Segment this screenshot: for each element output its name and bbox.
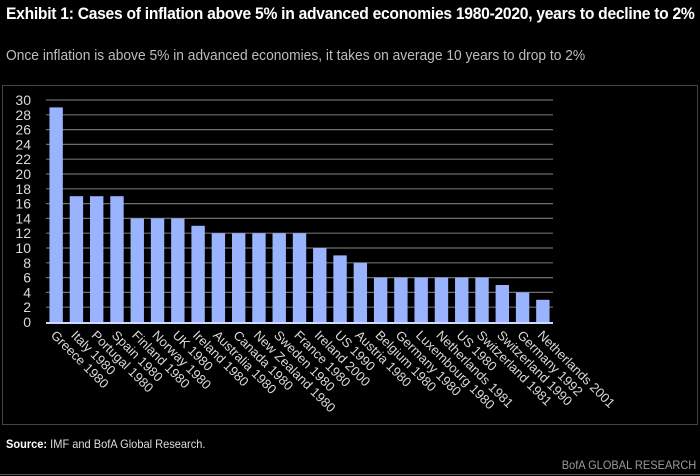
bar	[475, 277, 489, 322]
bar	[110, 196, 124, 322]
y-tick-label: 30	[15, 92, 31, 108]
divider	[0, 474, 700, 475]
y-tick-label: 22	[15, 151, 31, 167]
bar	[272, 233, 286, 322]
bar	[414, 277, 428, 322]
y-tick-label: 2	[23, 299, 31, 315]
y-tick-label: 4	[23, 284, 31, 300]
bar	[495, 285, 509, 322]
chart-title: Exhibit 1: Cases of inflation above 5% i…	[6, 4, 695, 23]
y-tick-label: 12	[15, 225, 31, 241]
chart-subtitle: Once inflation is above 5% in advanced e…	[6, 47, 586, 64]
bar	[69, 196, 84, 322]
bar	[252, 233, 266, 322]
bar	[536, 299, 550, 322]
bar	[191, 225, 205, 322]
y-tick-label: 26	[15, 122, 31, 138]
y-tick-label: 28	[15, 107, 31, 123]
bar	[90, 196, 104, 322]
bar	[455, 277, 469, 322]
bar	[171, 218, 185, 322]
bar	[231, 233, 246, 322]
y-tick-label: 10	[15, 240, 31, 256]
source-text: IMF and BofA Global Research.	[47, 437, 206, 451]
y-tick-label: 0	[23, 314, 31, 330]
source-note: Source: IMF and BofA Global Research.	[6, 437, 205, 451]
bar	[515, 292, 530, 322]
source-label: Source:	[6, 437, 48, 451]
y-tick-label: 24	[15, 136, 31, 152]
bar	[150, 218, 165, 322]
bar	[130, 218, 144, 322]
bar	[353, 262, 368, 322]
bar	[292, 233, 307, 322]
y-tick-label: 20	[15, 166, 31, 182]
bars	[49, 107, 550, 323]
bar	[394, 277, 408, 322]
bar	[434, 277, 449, 322]
bar	[333, 255, 347, 322]
y-tick-label: 16	[15, 196, 31, 212]
bar	[211, 233, 226, 322]
y-tick-label: 14	[15, 210, 31, 226]
bar	[373, 277, 388, 322]
plot-frame	[2, 85, 698, 425]
bar	[49, 107, 63, 323]
brand-label: BofA GLOBAL RESEARCH	[561, 458, 696, 472]
y-tick-label: 6	[23, 270, 31, 286]
y-tick-label: 18	[15, 181, 31, 197]
y-tick-label: 8	[23, 255, 31, 271]
bar	[313, 248, 327, 322]
